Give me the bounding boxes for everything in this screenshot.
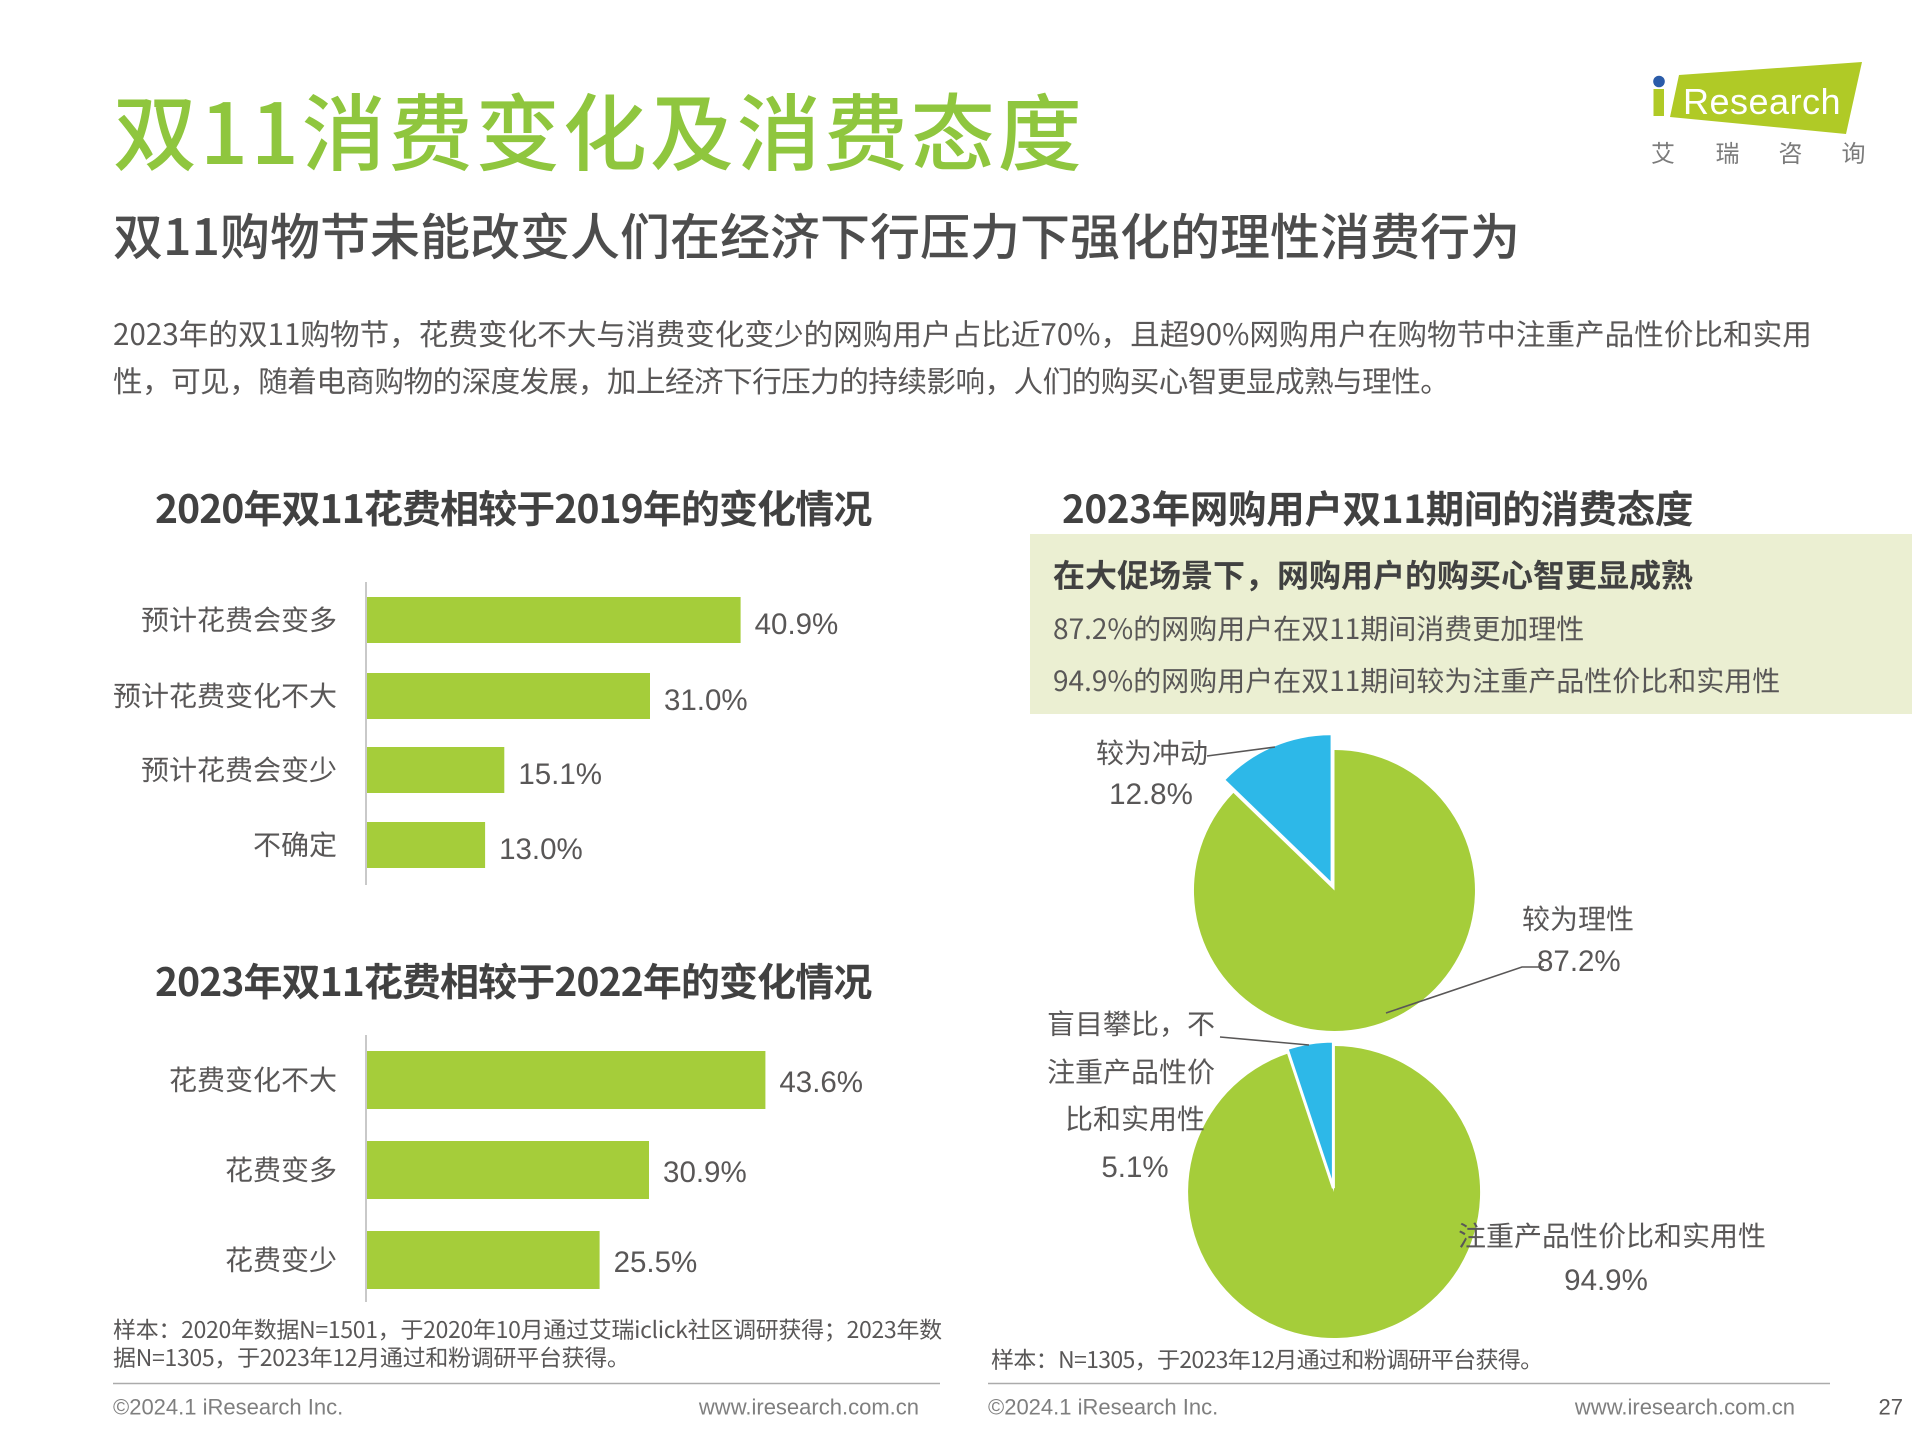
- svg-text:5.1%: 5.1%: [1101, 1151, 1168, 1184]
- svg-text:40.9%: 40.9%: [755, 608, 839, 641]
- svg-text:13.0%: 13.0%: [499, 833, 583, 866]
- svg-text:87.2%: 87.2%: [1537, 945, 1621, 978]
- svg-text:12.8%: 12.8%: [1109, 778, 1193, 811]
- svg-text:www.iresearch.com.cn: www.iresearch.com.cn: [1574, 1395, 1795, 1420]
- svg-text:31.0%: 31.0%: [664, 684, 748, 717]
- svg-text:30.9%: 30.9%: [663, 1156, 747, 1189]
- svg-text:©2024.1 iResearch Inc.: ©2024.1 iResearch Inc.: [988, 1395, 1218, 1420]
- svg-text:©2024.1 iResearch Inc.: ©2024.1 iResearch Inc.: [113, 1395, 343, 1420]
- svg-text:15.1%: 15.1%: [518, 758, 602, 791]
- svg-text:www.iresearch.com.cn: www.iresearch.com.cn: [698, 1395, 919, 1420]
- svg-text:25.5%: 25.5%: [614, 1246, 698, 1279]
- svg-text:27: 27: [1879, 1395, 1903, 1420]
- svg-text:94.9%: 94.9%: [1564, 1264, 1648, 1297]
- svg-text:43.6%: 43.6%: [779, 1066, 863, 1099]
- svg-text:Research: Research: [1683, 81, 1841, 122]
